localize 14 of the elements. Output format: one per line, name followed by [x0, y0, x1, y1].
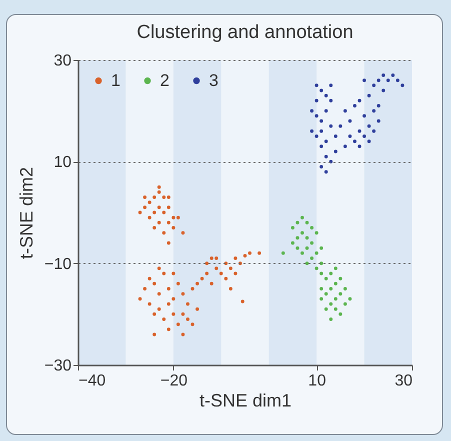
legend-label: 3	[209, 70, 218, 90]
x-tick-label: 30	[394, 372, 413, 390]
x-tick-label: −40	[78, 372, 106, 390]
x-tick-label: −20	[160, 372, 188, 390]
y-tick-label: −10	[44, 256, 72, 273]
y-axis-title: t-SNE dim2	[16, 166, 36, 260]
chart-title: Clustering and annotation	[136, 22, 354, 43]
y-tick-label: 30	[54, 52, 72, 70]
legend-label: 2	[160, 70, 170, 90]
x-tick-label: 10	[308, 372, 326, 390]
y-tick-label: 10	[54, 154, 72, 172]
x-axis-title: t-SNE dim1	[199, 390, 292, 410]
legend-label: 1	[111, 70, 120, 90]
y-tick-label: −30	[44, 358, 72, 374]
